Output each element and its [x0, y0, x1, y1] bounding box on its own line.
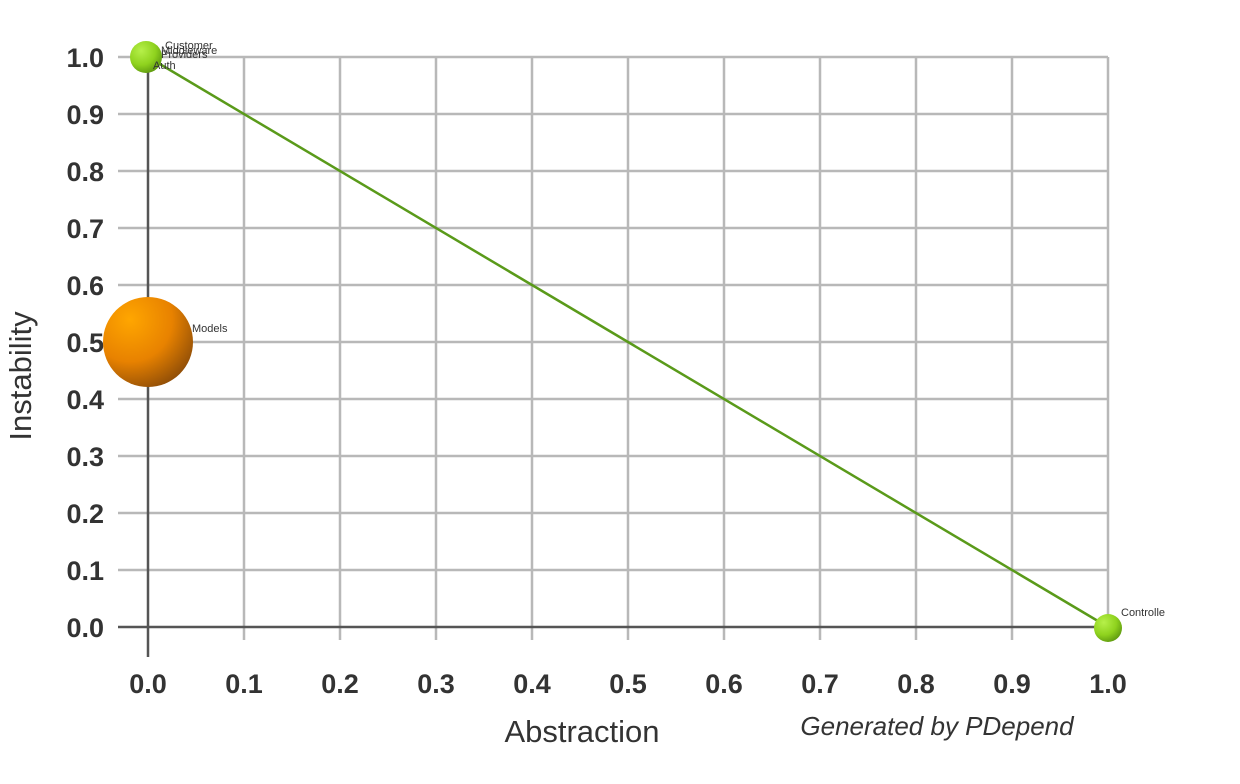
- point-label: Auth: [153, 60, 176, 72]
- data-point: [130, 41, 162, 73]
- data-point: [1094, 614, 1122, 642]
- y-tick-label: 0.3: [66, 442, 104, 472]
- credit-text: Generated by PDepend: [800, 711, 1075, 741]
- x-tick-label: 0.8: [897, 669, 935, 699]
- y-tick-label: 0.0: [66, 613, 104, 643]
- data-point: [103, 297, 193, 387]
- x-tick-label: 0.2: [321, 669, 359, 699]
- y-tick-label: 1.0: [66, 43, 104, 73]
- y-tick-label: 0.7: [66, 214, 104, 244]
- y-tick-label: 0.4: [66, 385, 104, 415]
- point-label: Providers: [161, 49, 208, 61]
- y-tick-label: 0.6: [66, 271, 104, 301]
- point-label: Customer: [165, 40, 213, 52]
- point-label: Middleware: [161, 45, 217, 57]
- x-tick-label: 1.0: [1089, 669, 1127, 699]
- x-tick-label: 0.4: [513, 669, 551, 699]
- y-axis-title: Instability: [3, 311, 38, 441]
- x-tick-label: 0.5: [609, 669, 647, 699]
- y-tick-label: 0.1: [66, 556, 104, 586]
- data-points: [103, 41, 1122, 642]
- y-tick-label: 0.9: [66, 100, 104, 130]
- x-tick-label: 0.9: [993, 669, 1031, 699]
- x-tick-label: 0.6: [705, 669, 743, 699]
- main-sequence-line: [147, 55, 1109, 629]
- x-tick-label: 0.3: [417, 669, 455, 699]
- axes: [118, 55, 1110, 657]
- x-axis-title: Abstraction: [504, 714, 659, 749]
- point-label: Controlle: [1121, 607, 1165, 619]
- point-label: Models: [192, 323, 228, 335]
- tick-labels: 0.0 0.1 0.2 0.3 0.4 0.5 0.6 0.7 0.8 0.9 1.0 0.0 0.1 0…: [66, 43, 1126, 699]
- grid: [118, 55, 1110, 640]
- x-tick-label: 0.0: [129, 669, 167, 699]
- y-tick-label: 0.8: [66, 157, 104, 187]
- x-tick-label: 0.7: [801, 669, 839, 699]
- x-tick-label: 0.1: [225, 669, 263, 699]
- y-tick-label: 0.2: [66, 499, 104, 529]
- y-tick-label: 0.5: [66, 328, 104, 358]
- main-sequence: [147, 55, 1109, 629]
